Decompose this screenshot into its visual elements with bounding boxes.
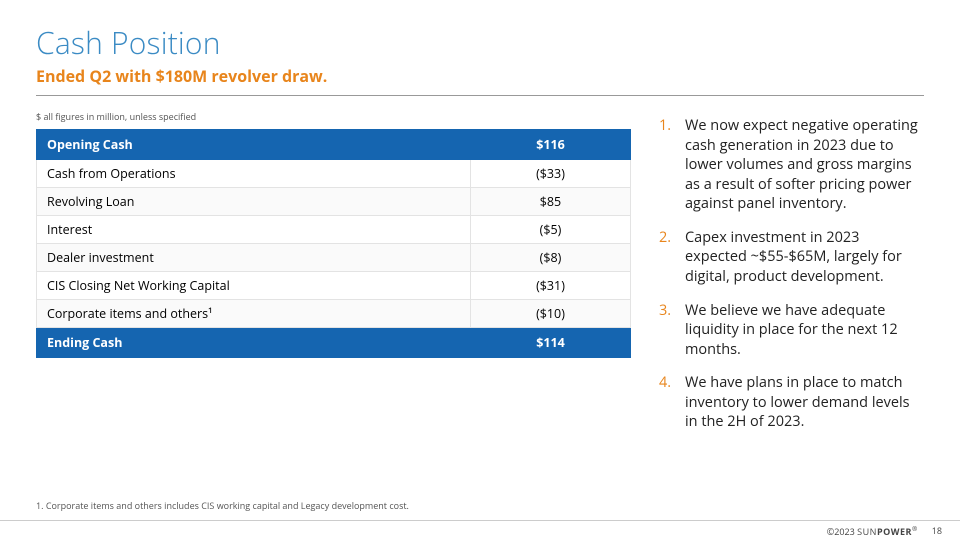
row-label: Dealer investment — [37, 244, 471, 272]
row-label: Interest — [37, 216, 471, 244]
bullet-item: We have plans in place to match inventor… — [659, 373, 924, 432]
left-column: $ all figures in million, unless specifi… — [36, 110, 631, 446]
row-value: $85 — [471, 188, 631, 216]
row-value: ($8) — [471, 244, 631, 272]
table-row: Revolving Loan $85 — [37, 188, 631, 216]
footnote: 1. Corporate items and others includes C… — [36, 499, 409, 512]
page-subtitle: Ended Q2 with $180M revolver draw. — [36, 65, 924, 87]
row-label: CIS Closing Net Working Capital — [37, 272, 471, 300]
bullet-item: We now expect negative operating cash ge… — [659, 116, 924, 214]
row-value: ($5) — [471, 216, 631, 244]
row-label: Corporate items and others¹ — [37, 300, 471, 328]
row-value: ($31) — [471, 272, 631, 300]
opening-cash-label: Opening Cash — [37, 130, 471, 160]
table-row: Interest ($5) — [37, 216, 631, 244]
row-value: ($10) — [471, 300, 631, 328]
brand-bold: POWER — [877, 525, 912, 538]
brand-light: SUN — [857, 525, 877, 538]
page-title: Cash Position — [36, 22, 924, 63]
cash-table: Opening Cash $116 Cash from Operations (… — [36, 129, 631, 358]
ending-cash-label: Ending Cash — [37, 328, 471, 358]
row-label: Cash from Operations — [37, 160, 471, 188]
bullet-item: We believe we have adequate liquidity in… — [659, 301, 924, 360]
slide-footer: ©2023 SUNPOWER® 18 — [0, 520, 960, 540]
bullet-item: Capex investment in 2023 expected ~$55-$… — [659, 228, 924, 287]
page-number: 18 — [932, 524, 942, 537]
title-rule — [36, 95, 924, 96]
content-area: $ all figures in million, unless specifi… — [36, 110, 924, 446]
opening-cash-value: $116 — [471, 130, 631, 160]
figures-note: $ all figures in million, unless specifi… — [36, 110, 631, 123]
right-column: We now expect negative operating cash ge… — [659, 110, 924, 446]
table-row: Dealer investment ($8) — [37, 244, 631, 272]
table-row: Corporate items and others¹ ($10) — [37, 300, 631, 328]
ending-cash-value: $114 — [471, 328, 631, 358]
brand-reg: ® — [912, 524, 918, 533]
brand-logo: SUNPOWER® — [857, 525, 918, 538]
table-row: Cash from Operations ($33) — [37, 160, 631, 188]
row-value: ($33) — [471, 160, 631, 188]
table-footer-row: Ending Cash $114 — [37, 328, 631, 358]
copyright: ©2023 SUNPOWER® — [827, 524, 918, 538]
copyright-text: ©2023 — [827, 525, 855, 538]
row-label: Revolving Loan — [37, 188, 471, 216]
table-header-row: Opening Cash $116 — [37, 130, 631, 160]
bullet-list: We now expect negative operating cash ge… — [659, 116, 924, 432]
table-row: CIS Closing Net Working Capital ($31) — [37, 272, 631, 300]
